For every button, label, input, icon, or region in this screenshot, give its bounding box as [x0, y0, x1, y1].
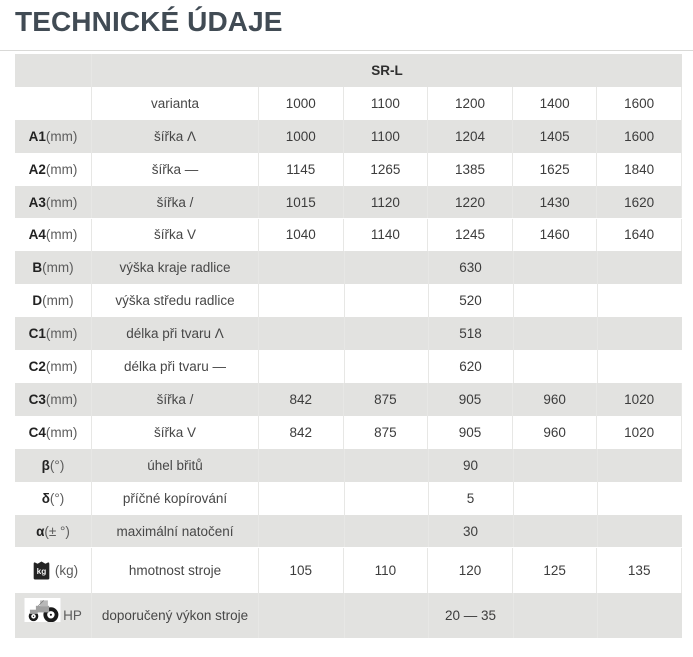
svg-text:kg: kg	[37, 567, 47, 576]
